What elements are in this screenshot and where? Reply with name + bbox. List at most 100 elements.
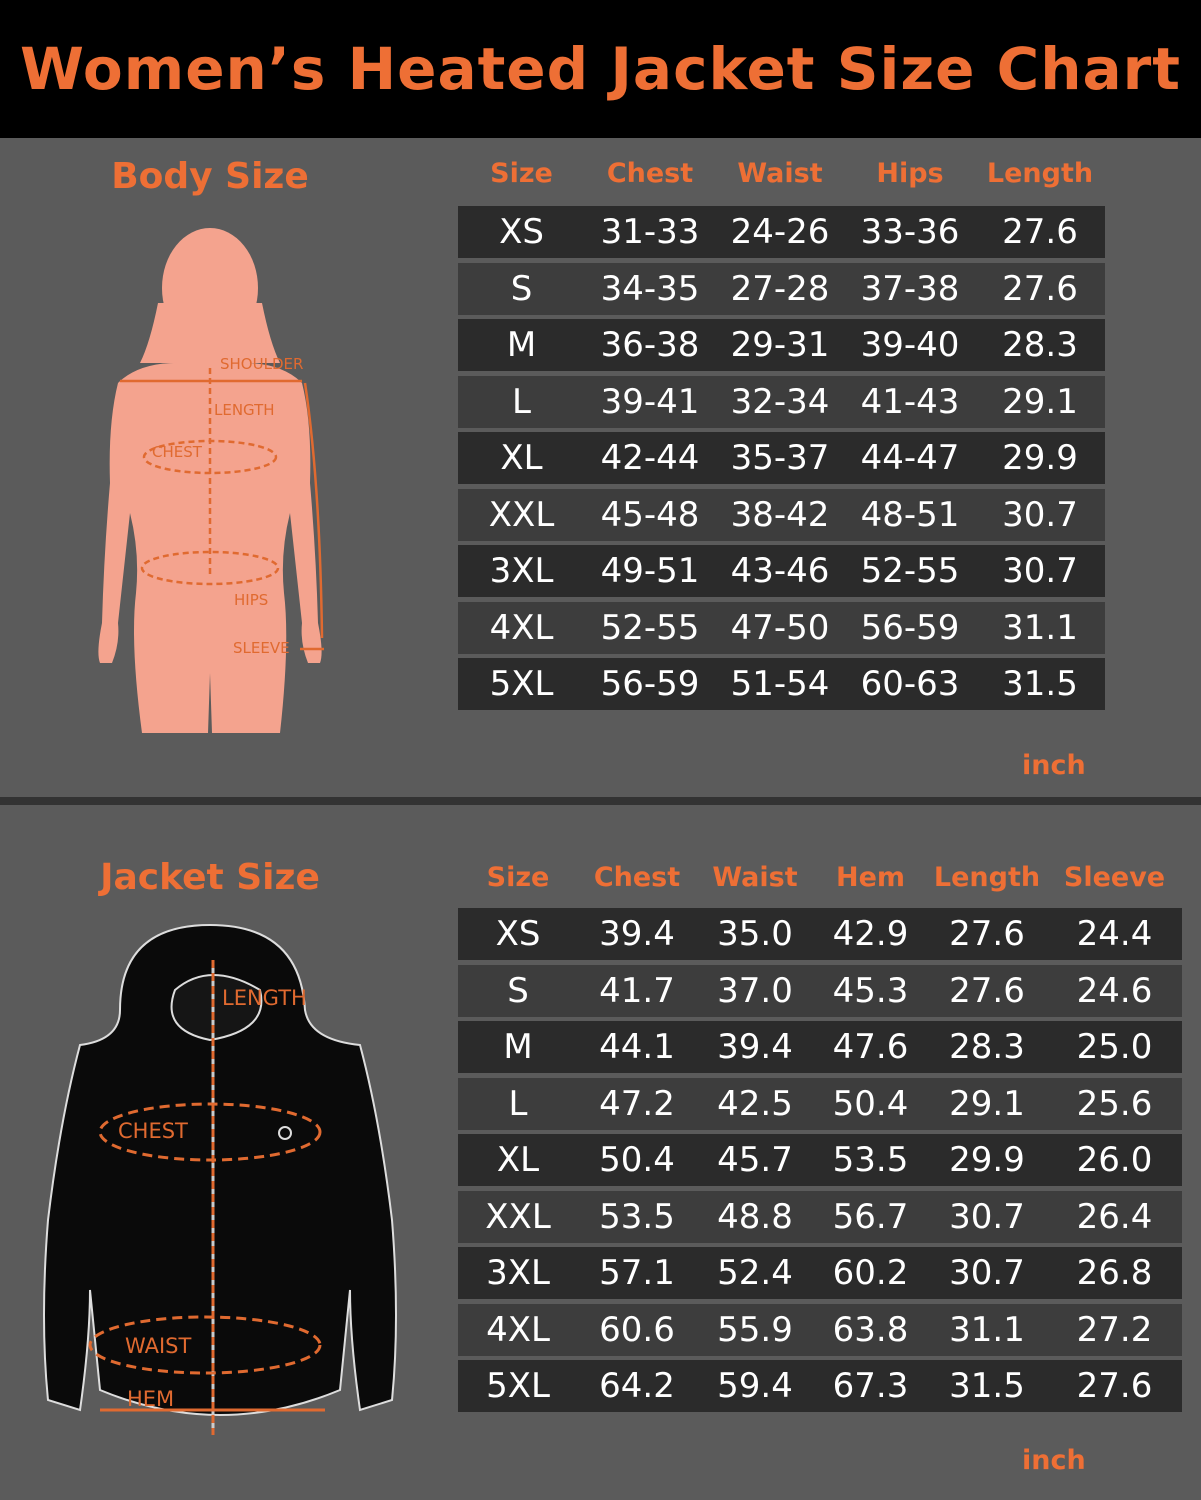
cell-waist: 42.5 — [717, 1083, 793, 1124]
cell-sleeve: 26.8 — [1076, 1253, 1153, 1293]
cell-waist: 29-31 — [730, 325, 830, 365]
column-header-sleeve: Sleeve — [1063, 862, 1166, 893]
table-row: XXL 53.5 48.8 56.7 30.7 26.4 — [458, 1190, 1182, 1243]
column-header-waist: Waist — [712, 862, 798, 893]
cell-hem: 63.8 — [832, 1309, 909, 1350]
cell-chest: 41.7 — [599, 970, 675, 1011]
cell-length: 28.3 — [949, 1027, 1025, 1067]
cell-size: L — [512, 381, 531, 422]
cell-chest: 42-44 — [600, 438, 700, 478]
cell-length: 31.1 — [949, 1309, 1025, 1350]
cell-hips: 41-43 — [860, 381, 960, 422]
column-header-chest: Chest — [593, 862, 681, 893]
cell-hips: 52-55 — [860, 551, 960, 591]
cell-waist: 35.0 — [717, 914, 793, 954]
cell-hem: 67.3 — [832, 1366, 909, 1406]
cell-length: 31.5 — [949, 1366, 1025, 1406]
cell-length: 27.6 — [1002, 212, 1078, 252]
column-header-chest: Chest — [606, 158, 694, 189]
label-chest: CHEST — [118, 1119, 188, 1143]
cell-waist: 27-28 — [730, 268, 830, 309]
cell-hips: 39-40 — [860, 325, 960, 365]
column-header-hips: Hips — [876, 158, 944, 189]
cell-sleeve: 27.6 — [1076, 1366, 1153, 1406]
cell-waist: 47-50 — [730, 607, 830, 648]
cell-waist: 39.4 — [717, 1027, 793, 1067]
cell-hem: 53.5 — [832, 1140, 909, 1180]
cell-waist: 38-42 — [730, 494, 830, 535]
cell-hem: 50.4 — [832, 1083, 909, 1124]
cell-length: 27.6 — [949, 914, 1025, 954]
cell-chest: 47.2 — [599, 1083, 675, 1124]
cell-chest: 39.4 — [599, 914, 675, 954]
cell-length: 31.5 — [1002, 664, 1078, 704]
label-length: LENGTH — [222, 986, 307, 1010]
cell-size: 4XL — [486, 1309, 550, 1350]
cell-length: 29.9 — [949, 1140, 1025, 1180]
cell-size: XS — [499, 212, 544, 252]
cell-chest: 45-48 — [600, 494, 700, 535]
cell-sleeve: 27.2 — [1076, 1309, 1153, 1350]
cell-chest: 52-55 — [600, 607, 700, 648]
jacket-unit-label: inch — [1022, 1445, 1086, 1476]
cell-hem: 45.3 — [832, 970, 909, 1011]
cell-chest: 44.1 — [599, 1027, 675, 1067]
cell-length: 31.1 — [1002, 607, 1078, 648]
body-size-table: XS 31-33 24-26 33-36 27.6 S 34-35 27-28 37-38 27.… — [458, 206, 1105, 715]
table-row: S 41.7 37.0 45.3 27.6 24.6 — [458, 964, 1182, 1017]
cell-chest: 50.4 — [599, 1140, 675, 1180]
cell-size: 4XL — [489, 607, 554, 648]
cell-hem: 56.7 — [832, 1196, 909, 1237]
cell-size: M — [503, 1027, 533, 1067]
jacket-table-header: Size Chest Waist Hem Length Sleeve — [458, 862, 1182, 893]
cell-size: S — [507, 970, 529, 1011]
header-bar: Women’s Heated Jacket Size Chart — [0, 0, 1201, 138]
cell-size: XL — [496, 1140, 540, 1180]
cell-size: 3XL — [489, 551, 554, 591]
cell-waist: 32-34 — [730, 381, 830, 422]
cell-waist: 51-54 — [730, 664, 830, 704]
cell-length: 29.1 — [1002, 381, 1078, 422]
cell-size: XS — [495, 914, 541, 954]
jacket-size-heading: Jacket Size — [100, 857, 320, 898]
cell-waist: 48.8 — [717, 1196, 793, 1237]
column-header-length: Length — [933, 862, 1041, 893]
cell-hips: 37-38 — [860, 268, 960, 309]
cell-sleeve: 26.0 — [1076, 1140, 1153, 1180]
table-row: 4XL 60.6 55.9 63.8 31.1 27.2 — [458, 1303, 1182, 1356]
cell-hem: 60.2 — [832, 1253, 909, 1293]
cell-chest: 34-35 — [600, 268, 700, 309]
table-row: 3XL 49-51 43-46 52-55 30.7 — [458, 545, 1105, 597]
label-waist: WAIST — [125, 1334, 192, 1358]
cell-waist: 43-46 — [730, 551, 830, 591]
woman-silhouette-icon — [98, 228, 322, 733]
body-unit-label: inch — [1022, 750, 1086, 781]
body-size-heading: Body Size — [111, 156, 309, 197]
body-table-header: Size Chest Waist Hips Length — [458, 158, 1105, 189]
label-chest: CHEST — [152, 443, 203, 461]
table-row: XS 31-33 24-26 33-36 27.6 — [458, 206, 1105, 258]
cell-sleeve: 24.6 — [1076, 970, 1153, 1011]
body-figure-illustration: SHOULDER LENGTH CHEST HIPS SLEEVE — [98, 228, 324, 733]
cell-waist: 55.9 — [717, 1309, 793, 1350]
cell-length: 27.6 — [1002, 268, 1078, 309]
label-sleeve: SLEEVE — [233, 639, 290, 657]
label-hem: HEM — [127, 1387, 174, 1411]
column-header-hem: Hem — [835, 862, 906, 893]
cell-sleeve: 24.4 — [1076, 914, 1153, 954]
cell-hips: 48-51 — [860, 494, 960, 535]
table-row: 5XL 64.2 59.4 67.3 31.5 27.6 — [458, 1360, 1182, 1412]
table-row: XXL 45-48 38-42 48-51 30.7 — [458, 488, 1105, 541]
jacket-figure-illustration: LENGTH CHEST WAIST HEM — [43, 923, 397, 1435]
cell-chest: 39-41 — [600, 381, 700, 422]
column-header-length: Length — [986, 158, 1094, 189]
table-row: M 44.1 39.4 47.6 28.3 25.0 — [458, 1021, 1182, 1073]
label-length: LENGTH — [214, 401, 275, 419]
cell-size: S — [510, 268, 533, 309]
cell-size: 5XL — [486, 1366, 550, 1406]
page-title: Women’s Heated Jacket Size Chart — [20, 35, 1181, 103]
table-row: 4XL 52-55 47-50 56-59 31.1 — [458, 601, 1105, 654]
column-header-waist: Waist — [737, 158, 823, 189]
jacket-silhouette-icon — [43, 923, 397, 1416]
cell-hem: 47.6 — [832, 1027, 909, 1067]
